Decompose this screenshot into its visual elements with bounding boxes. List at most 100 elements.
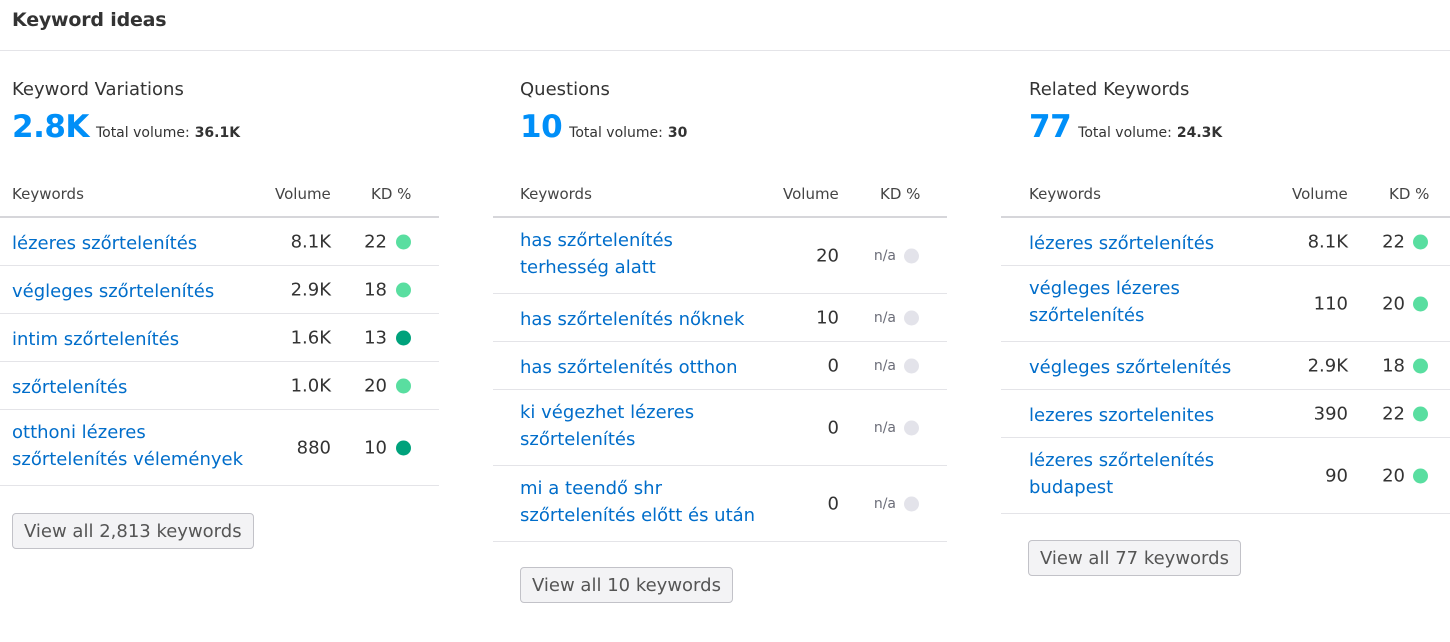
- volume-value: 390: [1313, 403, 1348, 424]
- kd-indicator-icon: [904, 358, 919, 373]
- keyword-variations-count[interactable]: 2.8K: [12, 109, 89, 145]
- keyword-link[interactable]: lézeres szőrtelenítés budapest: [1029, 450, 1215, 498]
- related-keywords-count[interactable]: 77: [1029, 109, 1072, 145]
- kd-indicator-icon: [1413, 234, 1428, 249]
- related-keywords-summary: 77 Total volume: 24.3K: [1029, 109, 1222, 149]
- keyword-link[interactable]: has szőrtelenítés otthon: [520, 357, 738, 378]
- table-row: intim szőrtelenítés 1.6K 13: [0, 314, 439, 362]
- kd-column-header[interactable]: KD %: [1389, 185, 1430, 203]
- keyword-link[interactable]: ki végezhet lézeres szőrtelenítés: [520, 402, 695, 450]
- questions-title: Questions: [520, 79, 610, 100]
- kd-indicator-icon: [396, 378, 411, 393]
- table-row: has szőrtelenítés otthon 0 n/a: [493, 342, 947, 390]
- volume-value: 20: [816, 245, 839, 266]
- volume-value: 0: [827, 493, 839, 514]
- total-volume-value: 36.1K: [194, 125, 241, 141]
- kd-indicator-icon: [1413, 468, 1428, 483]
- page-header: Keyword ideas: [0, 0, 1450, 51]
- keyword-variations-summary: 2.8K Total volume: 36.1K: [12, 109, 240, 149]
- keyword-link[interactable]: lezeres szortelenites: [1029, 405, 1215, 426]
- volume-value: 0: [827, 417, 839, 438]
- questions-table: has szőrtelenítés terhesség alatt 20 n/a…: [493, 218, 947, 542]
- questions-count[interactable]: 10: [520, 109, 563, 145]
- related-keywords-title: Related Keywords: [1029, 79, 1190, 100]
- keyword-link[interactable]: végleges lézeres szőrtelenítés: [1029, 278, 1180, 326]
- kd-indicator-icon: [396, 330, 411, 345]
- volume-value: 2.9K: [1307, 355, 1348, 376]
- total-volume-label: Total volume:: [569, 125, 663, 141]
- table-row: has szőrtelenítés nőknek 10 n/a: [493, 294, 947, 342]
- kd-value: 20: [1382, 293, 1405, 314]
- keyword-link[interactable]: lézeres szőrtelenítés: [12, 233, 198, 254]
- table-row: mi a teendő shr szőrtelenítés előtt és u…: [493, 466, 947, 542]
- volume-value: 110: [1313, 293, 1348, 314]
- volume-value: 90: [1325, 465, 1348, 486]
- table-row: otthoni lézeres szőrtelenítés vélemények…: [0, 410, 439, 486]
- kd-indicator-icon: [1413, 296, 1428, 311]
- total-volume-value: 24.3K: [1176, 125, 1223, 141]
- keywords-column-header[interactable]: Keywords: [1029, 185, 1101, 203]
- table-row: ki végezhet lézeres szőrtelenítés 0 n/a: [493, 390, 947, 466]
- table-row: szőrtelenítés 1.0K 20: [0, 362, 439, 410]
- kd-value: 20: [364, 375, 387, 396]
- table-row: végleges lézeres szőrtelenítés 110 20: [1001, 266, 1450, 342]
- table-row: lezeres szortelenites 390 22: [1001, 390, 1450, 438]
- kd-indicator-icon: [904, 420, 919, 435]
- kd-value: 22: [364, 231, 387, 252]
- kd-value: n/a: [873, 309, 896, 326]
- kd-value: n/a: [873, 419, 896, 436]
- table-row: végleges szőrtelenítés 2.9K 18: [1001, 342, 1450, 390]
- kd-value: 18: [364, 279, 387, 300]
- total-volume-label: Total volume:: [1078, 125, 1172, 141]
- kd-value: n/a: [873, 357, 896, 374]
- keyword-link[interactable]: has szőrtelenítés nőknek: [520, 309, 745, 330]
- volume-value: 10: [816, 307, 839, 328]
- view-all-variations-button[interactable]: View all 2,813 keywords: [12, 513, 254, 549]
- volume-column-header[interactable]: Volume: [783, 185, 839, 203]
- volume-value: 1.6K: [290, 327, 331, 348]
- kd-indicator-icon: [1413, 358, 1428, 373]
- table-header: Keywords Volume KD %: [0, 175, 439, 218]
- keyword-link[interactable]: mi a teendő shr szőrtelenítés előtt és u…: [520, 478, 756, 526]
- total-volume-value: 30: [667, 125, 688, 141]
- table-header: Keywords Volume KD %: [1001, 175, 1450, 218]
- kd-value: 20: [1382, 465, 1405, 486]
- kd-column-header[interactable]: KD %: [880, 185, 921, 203]
- keyword-link[interactable]: szőrtelenítés: [12, 377, 128, 398]
- kd-indicator-icon: [904, 310, 919, 325]
- table-row: lézeres szőrtelenítés budapest 90 20: [1001, 438, 1450, 514]
- keyword-link[interactable]: has szőrtelenítés terhesség alatt: [520, 230, 673, 278]
- keyword-link[interactable]: végleges szőrtelenítés: [12, 281, 215, 302]
- table-header: Keywords Volume KD %: [493, 175, 947, 218]
- keyword-link[interactable]: lézeres szőrtelenítés: [1029, 233, 1215, 254]
- table-row: lézeres szőrtelenítés 8.1K 22: [0, 218, 439, 266]
- kd-value: 10: [364, 437, 387, 458]
- kd-value: n/a: [873, 495, 896, 512]
- volume-value: 2.9K: [290, 279, 331, 300]
- keywords-column-header[interactable]: Keywords: [520, 185, 592, 203]
- keyword-link[interactable]: intim szőrtelenítés: [12, 329, 180, 350]
- total-volume-label: Total volume:: [95, 125, 190, 141]
- view-all-related-button[interactable]: View all 77 keywords: [1028, 540, 1241, 576]
- volume-column-header[interactable]: Volume: [275, 185, 331, 203]
- volume-value: 0: [827, 355, 839, 376]
- related-keywords-table: lézeres szőrtelenítés 8.1K 22 végleges l…: [1001, 218, 1450, 514]
- volume-column-header[interactable]: Volume: [1292, 185, 1348, 203]
- volume-value: 880: [296, 437, 331, 458]
- keywords-column-header[interactable]: Keywords: [12, 185, 84, 203]
- volume-value: 8.1K: [290, 231, 331, 252]
- kd-indicator-icon: [904, 248, 919, 263]
- volume-value: 1.0K: [290, 375, 331, 396]
- table-row: végleges szőrtelenítés 2.9K 18: [0, 266, 439, 314]
- kd-indicator-icon: [904, 496, 919, 511]
- keyword-variations-table: lézeres szőrtelenítés 8.1K 22 végleges s…: [0, 218, 439, 486]
- view-all-questions-button[interactable]: View all 10 keywords: [520, 567, 733, 603]
- kd-indicator-icon: [396, 282, 411, 297]
- kd-column-header[interactable]: KD %: [371, 185, 412, 203]
- table-row: has szőrtelenítés terhesség alatt 20 n/a: [493, 218, 947, 294]
- kd-value: 22: [1382, 403, 1405, 424]
- keyword-link[interactable]: otthoni lézeres szőrtelenítés vélemények: [12, 422, 244, 470]
- kd-value: 13: [364, 327, 387, 348]
- keyword-link[interactable]: végleges szőrtelenítés: [1029, 357, 1232, 378]
- table-row: lézeres szőrtelenítés 8.1K 22: [1001, 218, 1450, 266]
